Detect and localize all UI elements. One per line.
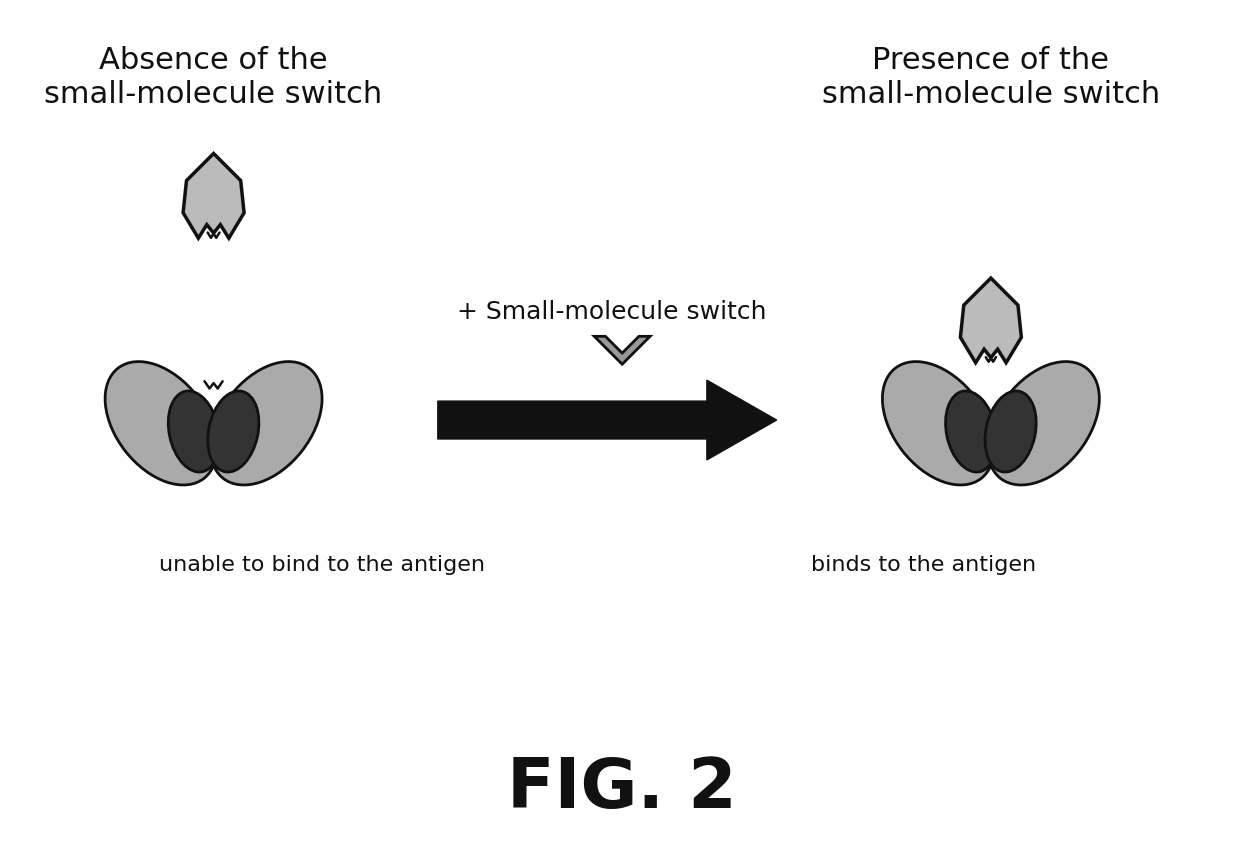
Ellipse shape [987, 362, 1100, 485]
Polygon shape [187, 346, 239, 390]
Text: FIG. 2: FIG. 2 [507, 755, 737, 822]
Text: binds to the antigen: binds to the antigen [811, 555, 1037, 575]
Polygon shape [438, 381, 776, 460]
Text: Presence of the
small-molecule switch: Presence of the small-molecule switch [822, 47, 1159, 109]
Ellipse shape [208, 391, 259, 472]
Text: Absence of the
small-molecule switch: Absence of the small-molecule switch [45, 47, 383, 109]
Ellipse shape [985, 391, 1037, 472]
Ellipse shape [211, 362, 322, 485]
Polygon shape [594, 337, 650, 364]
Ellipse shape [105, 362, 217, 485]
Text: + Small-molecule switch: + Small-molecule switch [458, 300, 768, 324]
Polygon shape [184, 154, 244, 238]
Polygon shape [960, 278, 1022, 362]
Ellipse shape [883, 362, 994, 485]
Ellipse shape [946, 391, 997, 472]
Text: unable to bind to the antigen: unable to bind to the antigen [159, 555, 485, 575]
Ellipse shape [169, 391, 219, 472]
